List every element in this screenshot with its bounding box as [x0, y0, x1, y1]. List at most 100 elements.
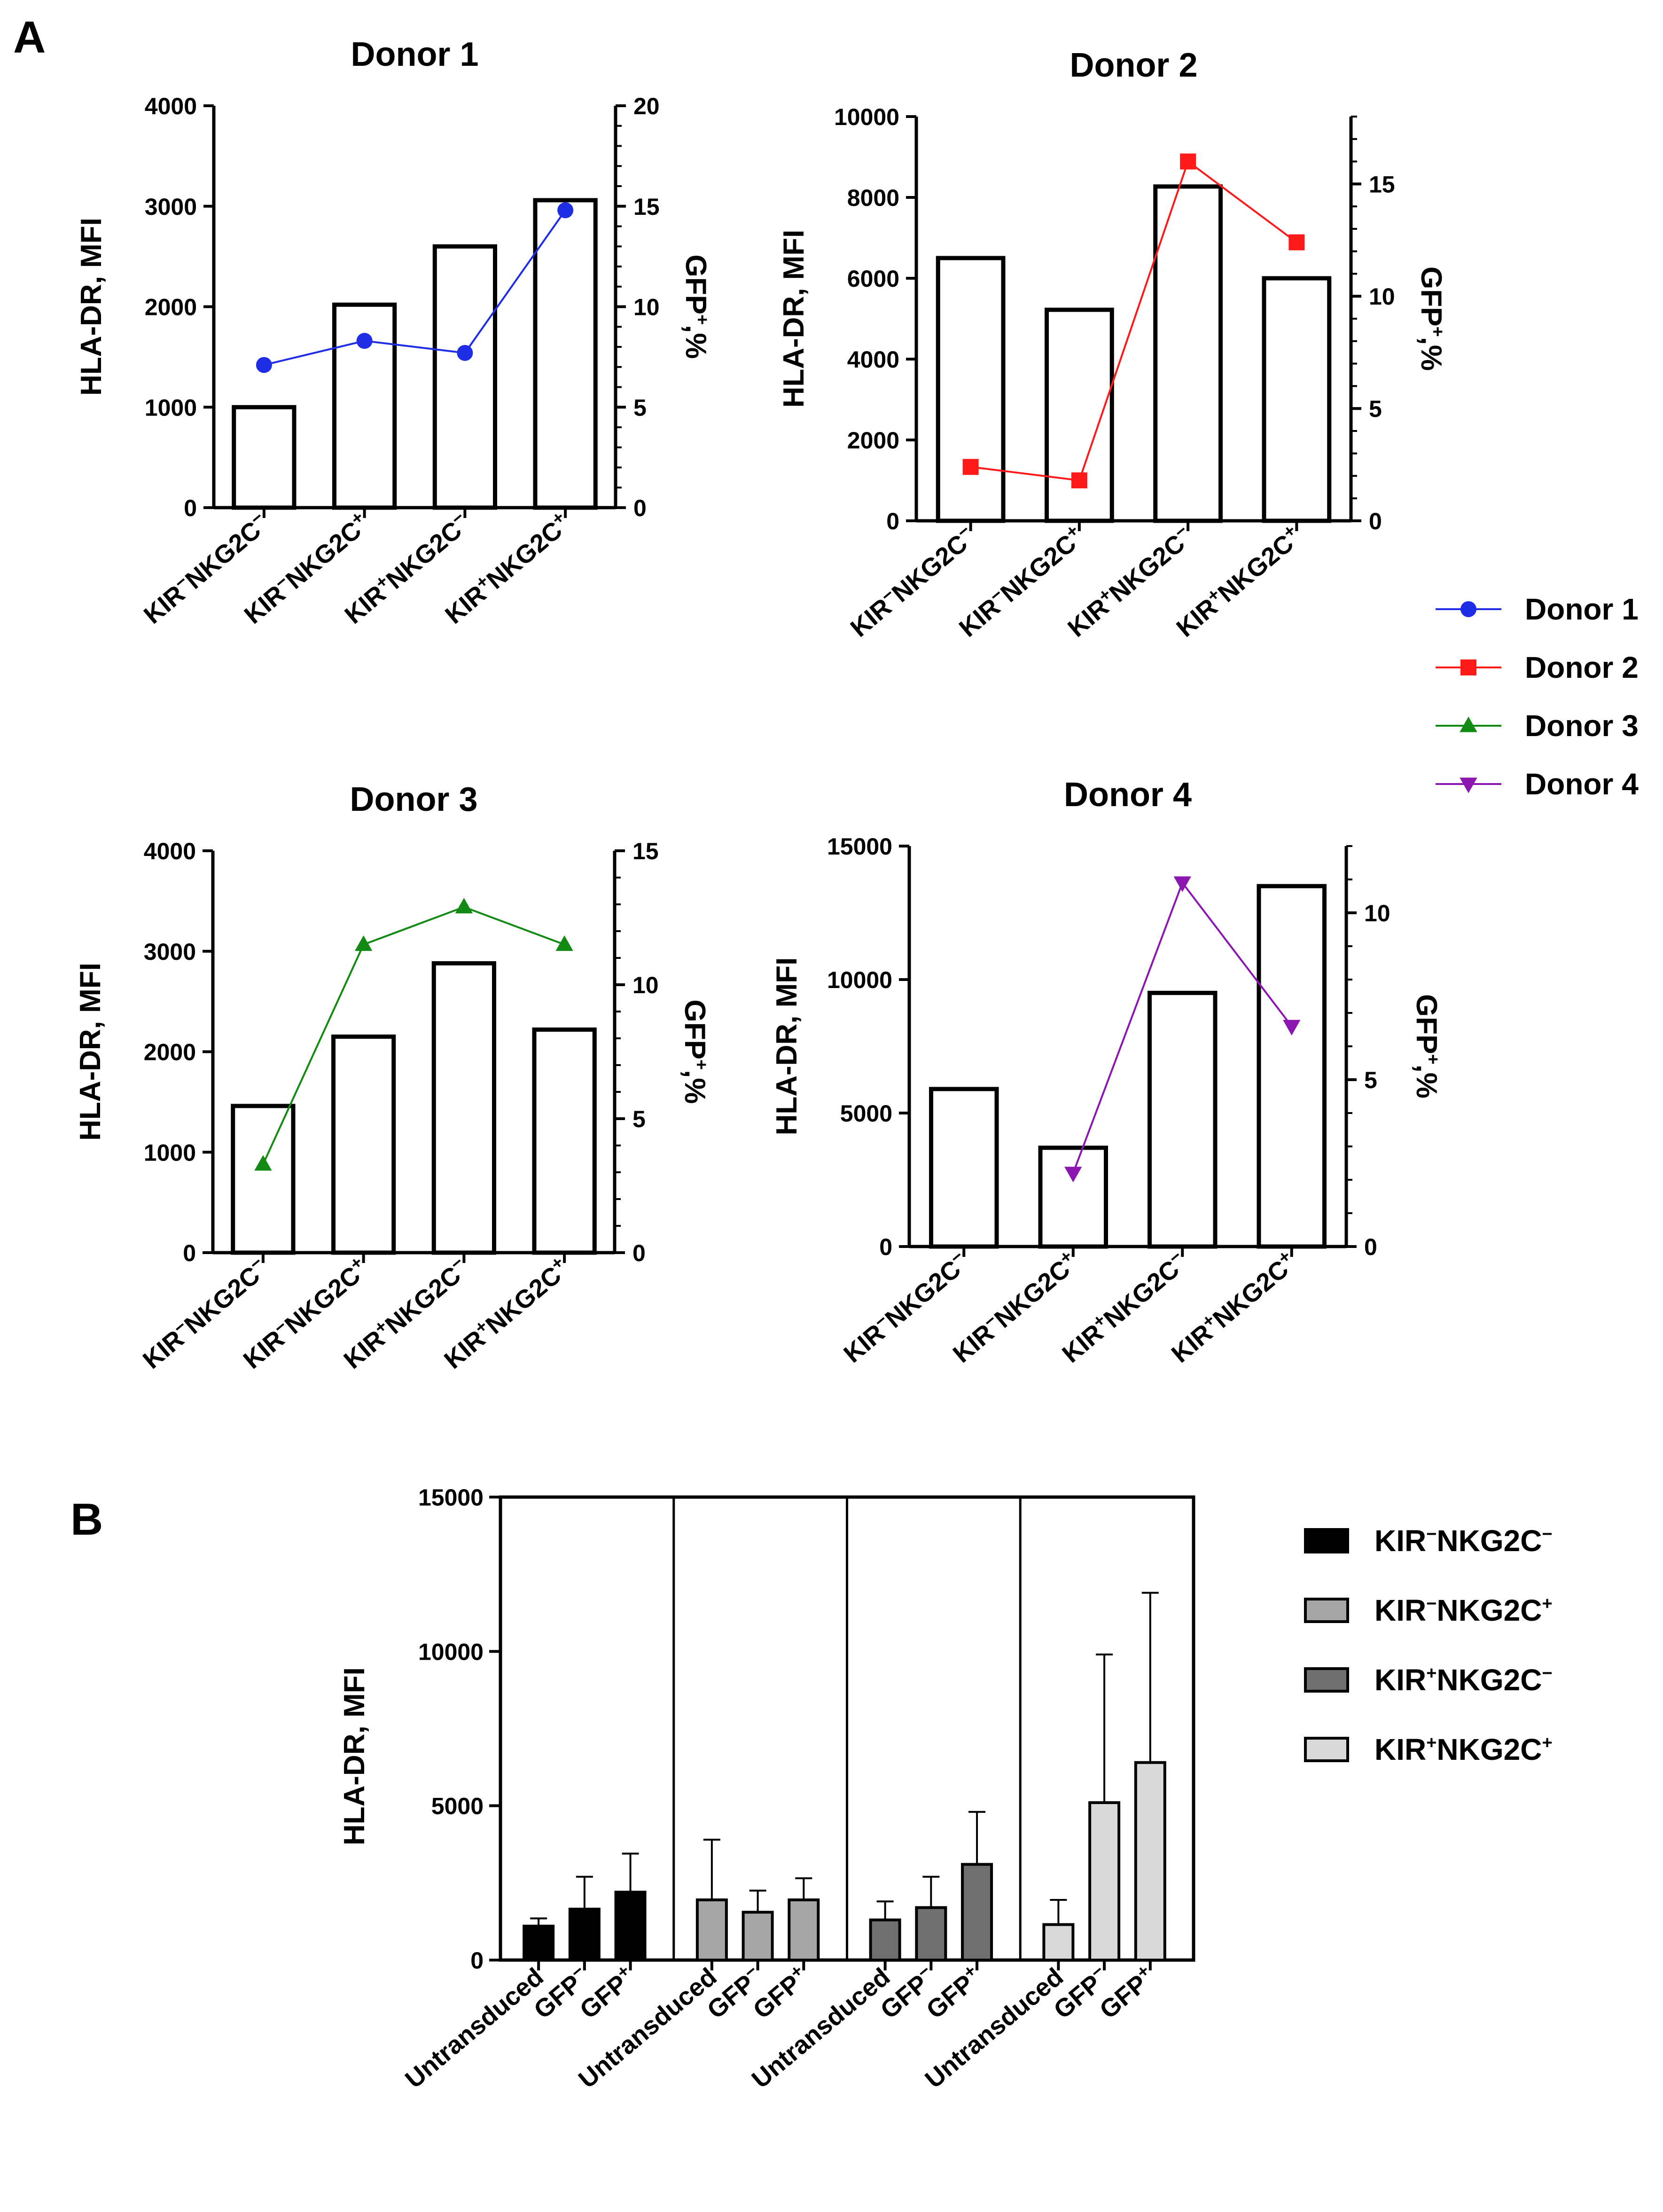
y-tick-label: 0	[879, 1234, 892, 1260]
category-label: KIR+NKG2C+	[1165, 1246, 1302, 1368]
label-part: Untransduced	[920, 1962, 1069, 2094]
y-tick-label: 10000	[418, 1639, 484, 1665]
legend-swatch	[1304, 1737, 1349, 1762]
superscript: +	[1426, 1663, 1437, 1683]
y-tick-label: 3000	[145, 194, 197, 220]
superscript: +	[691, 1059, 711, 1070]
label-part: GFP	[1410, 994, 1443, 1054]
legend-marker	[1460, 601, 1476, 617]
category-part: NKG2C	[1104, 529, 1190, 608]
bar	[869, 1918, 901, 1961]
superscript: +	[692, 314, 712, 325]
superscript: −	[1542, 1524, 1552, 1544]
bar	[1134, 1761, 1166, 1962]
legend-label: Donor 3	[1525, 709, 1639, 743]
category-label-text: KIR+NKG2C+	[1165, 1246, 1302, 1368]
chart-donor1: Donor 1 0 1000 2000 3000 4000 0 5 10 15 20 HLA-DR, …	[75, 36, 712, 629]
legend-label: Donor 1	[1525, 592, 1639, 626]
chart-donor4: Donor 4 0 5000 10000 15000 0 5 10 HLA-DR, MFI GFP…	[771, 776, 1443, 1368]
y-tick-label: 6000	[847, 266, 899, 292]
series-line	[264, 210, 566, 366]
label-part: NKG2C	[1437, 1524, 1542, 1558]
superscript: +	[1428, 326, 1447, 337]
category-part: NKG2C	[481, 516, 567, 595]
label-part: ,%	[679, 325, 712, 359]
category-part: NKG2C	[1099, 1255, 1185, 1333]
y-tick-label: 2000	[145, 294, 197, 321]
data-point	[356, 333, 373, 349]
y-tick-label: 5000	[840, 1100, 892, 1127]
legend-swatch	[1304, 1528, 1349, 1553]
y-axis-label: HLA-DR, MFI	[778, 230, 810, 408]
bar	[695, 1898, 728, 1961]
superscript: +	[1542, 1594, 1552, 1614]
y-tick-label: 2000	[144, 1039, 196, 1066]
bar	[523, 1924, 555, 1961]
y-tick-label: 1000	[145, 394, 197, 421]
legend-swatch	[1304, 1667, 1349, 1693]
label-part: KIR	[1374, 1733, 1426, 1766]
data-point	[555, 935, 573, 951]
category-label: KIR+NKG2C+	[1170, 520, 1307, 643]
data-point	[962, 459, 979, 475]
category-part: NKG2C	[995, 529, 1081, 608]
y2-tick-label: 10	[632, 972, 659, 998]
bar	[929, 1087, 999, 1249]
legend-label: Donor 4	[1525, 767, 1639, 801]
chart-title: Donor 1	[351, 36, 478, 73]
y2-tick-label: 10	[1369, 283, 1395, 310]
y-tick-label: 0	[184, 495, 197, 521]
bar	[614, 1890, 647, 1962]
data-point	[254, 1155, 272, 1171]
bar	[533, 198, 598, 510]
y-tick-label: 2000	[847, 427, 899, 454]
category-part: NKG2C	[989, 1255, 1075, 1333]
superscript: +	[1423, 1054, 1443, 1064]
chart-title: Donor 3	[350, 781, 477, 818]
y-axis-label: HLA-DR, MFI	[771, 957, 803, 1136]
y-tick-label: 0	[470, 1947, 484, 1974]
label-part: Untransduced	[573, 1962, 722, 2094]
category-part: NKG2C	[179, 1261, 265, 1340]
y-tick-label: 10000	[827, 967, 892, 993]
bar	[1038, 1145, 1108, 1249]
y2-axis-label: GFP+,%	[679, 999, 711, 1104]
bar	[1153, 184, 1223, 523]
category-label-text: KIR+NKG2C+	[1170, 520, 1307, 643]
y-tick-label: 15000	[827, 833, 892, 860]
y-tick-label: 8000	[847, 185, 899, 211]
legend-b: KIR−NKG2C−KIR−NKG2C+KIR+NKG2C−KIR+NKG2C+	[1304, 1524, 1553, 1766]
y-tick-label: 3000	[144, 939, 196, 965]
legend-label: KIR−NKG2C−	[1374, 1524, 1553, 1558]
chart-donor2: Donor 2 0 2000 4000 6000 8000 10000 0 5 10 15 HLA-D…	[778, 47, 1447, 643]
bar	[961, 1863, 993, 1962]
label-part: GFP	[679, 999, 711, 1059]
bar	[1148, 990, 1218, 1249]
y-tick-label: 10000	[834, 104, 899, 130]
category-part: NKG2C	[280, 1261, 366, 1340]
y2-tick-label: 15	[633, 194, 660, 220]
y2-tick-label: 5	[1364, 1067, 1377, 1093]
y-tick-label: 0	[183, 1240, 196, 1266]
legend-marker	[1460, 659, 1476, 675]
label-part: KIR	[1374, 1524, 1426, 1558]
data-point	[557, 202, 574, 219]
superscript: −	[1426, 1524, 1437, 1544]
bar-label-text: Untransduced	[400, 1962, 549, 2094]
bar	[1257, 884, 1327, 1249]
legend-a: Donor 1 Donor 2 Donor 3 Donor 4	[1436, 592, 1639, 801]
data-point	[1288, 234, 1305, 251]
chart-title: Donor 4	[1064, 776, 1192, 814]
bar	[232, 405, 297, 510]
y2-tick-label: 5	[1369, 396, 1382, 422]
y2-tick-label: 0	[632, 1240, 646, 1266]
y2-axis-label: GFP+,%	[1410, 994, 1443, 1098]
bar	[1042, 1923, 1075, 1962]
bar	[788, 1898, 820, 1961]
category-part: NKG2C	[1208, 1255, 1294, 1333]
label-part: KIR	[1374, 1593, 1426, 1627]
panel-b-label: B	[70, 1494, 103, 1545]
legend-marker	[1460, 777, 1477, 793]
